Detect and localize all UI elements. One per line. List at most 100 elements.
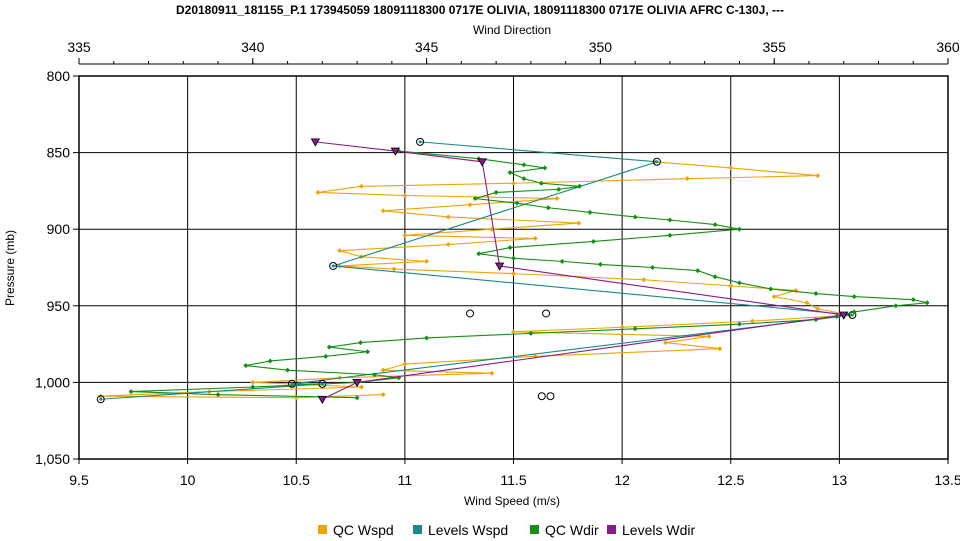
legend-swatch: [607, 525, 616, 534]
data-point: [652, 157, 661, 166]
data-point: [813, 291, 819, 297]
legend-item: Levels Wspd: [413, 522, 508, 538]
data-point-core: [99, 397, 103, 401]
data-point: [667, 217, 673, 223]
stray-circle: [546, 392, 555, 401]
data-point: [576, 220, 582, 226]
data-point: [893, 303, 899, 309]
data-point: [416, 137, 425, 146]
x-tick-label: 13: [832, 472, 848, 488]
x2-tick-label: 345: [415, 39, 439, 55]
data-point: [445, 214, 451, 220]
series-qc-wdir: [128, 148, 930, 401]
x2-tick-label: 340: [241, 39, 265, 55]
data-point: [472, 196, 478, 202]
stray-circle: [542, 309, 551, 318]
data-point: [706, 333, 712, 339]
data-point: [771, 294, 777, 300]
data-point: [494, 262, 505, 271]
stray-circles: [466, 309, 555, 401]
chart-title: D20180911_181155_P.1 173945059 180911183…: [176, 3, 784, 17]
data-point: [329, 261, 338, 270]
x2-tick-label: 355: [763, 39, 787, 55]
data-point: [910, 297, 916, 303]
y-tick-label: 850: [47, 145, 71, 161]
data-point: [768, 286, 774, 292]
data-point: [354, 395, 360, 401]
data-point: [839, 311, 849, 320]
legend-item: QC Wspd: [318, 522, 394, 538]
data-point: [511, 180, 516, 186]
data-point: [712, 274, 718, 280]
x2-axis-label: Wind Direction: [473, 23, 551, 37]
data-point: [663, 340, 669, 346]
data-series: [96, 137, 930, 405]
series-qc-wspd: [98, 159, 853, 401]
data-point: [736, 280, 742, 286]
data-point: [667, 232, 673, 238]
x-tick-label: 12.5: [717, 472, 744, 488]
data-point-core: [290, 382, 294, 386]
y-tick-label: 900: [47, 221, 71, 237]
x-tick-label: 10: [180, 472, 196, 488]
data-point: [326, 344, 332, 350]
series-levels-wdir: [310, 138, 849, 405]
grid-lines: [79, 76, 948, 459]
data-point: [128, 389, 134, 395]
data-point-core: [331, 264, 335, 268]
data-point: [521, 176, 527, 182]
data-point: [590, 238, 596, 244]
data-point: [391, 266, 397, 272]
data-point: [684, 176, 690, 182]
x-tick-label: 13.5: [934, 472, 960, 488]
legend-swatch: [530, 525, 539, 534]
x2-tick-label: 335: [67, 39, 91, 55]
y-tick-label: 1,050: [35, 451, 70, 467]
data-point: [380, 367, 386, 373]
data-point: [712, 222, 718, 228]
legend: QC Wspd Levels Wspd QC Wdir Levels Wdir: [318, 522, 695, 538]
data-point: [545, 205, 551, 211]
legend-label: QC Wspd: [333, 522, 394, 538]
data-point: [371, 372, 377, 378]
data-point: [587, 209, 593, 215]
data-point: [96, 395, 105, 404]
data-point: [815, 306, 821, 312]
data-point: [365, 349, 371, 355]
x-tick-label: 12: [614, 472, 630, 488]
legend-label: Levels Wspd: [428, 522, 508, 538]
data-point: [514, 200, 520, 206]
data-point: [267, 358, 273, 364]
x-tick-label: 11.5: [500, 472, 526, 488]
data-point: [310, 138, 321, 147]
data-point: [402, 361, 408, 367]
data-point: [507, 245, 513, 251]
data-point: [358, 183, 364, 189]
data-point: [717, 346, 723, 352]
data-point: [250, 379, 256, 385]
legend-item: QC Wdir: [530, 522, 599, 538]
data-point: [532, 235, 538, 241]
data-point: [924, 300, 930, 306]
data-point: [556, 186, 562, 192]
data-point: [507, 170, 513, 176]
legend-label: QC Wdir: [545, 522, 599, 538]
data-point: [215, 392, 221, 398]
data-point: [511, 329, 516, 335]
data-point: [619, 324, 625, 330]
data-point: [243, 363, 249, 369]
data-point: [804, 300, 810, 306]
data-point: [577, 183, 583, 189]
legend-swatch: [318, 525, 327, 534]
data-point: [380, 208, 386, 214]
data-point: [493, 189, 499, 195]
y-tick-label: 800: [47, 68, 71, 84]
y-tick-label: 950: [47, 298, 71, 314]
data-point: [632, 326, 638, 332]
data-point: [597, 261, 603, 267]
x-tick-label: 10.5: [283, 472, 310, 488]
data-point-core: [418, 140, 422, 144]
data-point: [445, 242, 451, 248]
x2-tick-label: 360: [936, 39, 960, 55]
